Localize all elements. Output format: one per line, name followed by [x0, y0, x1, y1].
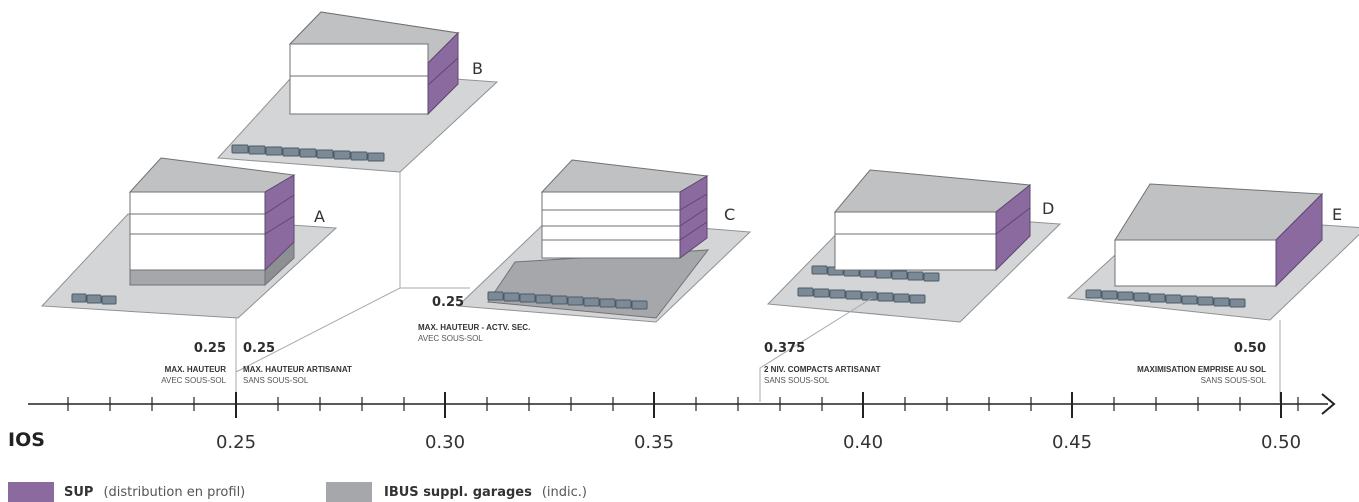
- building-c: C: [456, 159, 752, 323]
- sup-face-a: [264, 174, 295, 272]
- value-b: 0.25: [243, 341, 275, 356]
- sup-face-d: [995, 183, 1031, 272]
- caption-e-1: MAXIMISATION EMPRISE AU SOL: [1137, 365, 1266, 374]
- legend-sup-bold: SUP: [64, 485, 93, 500]
- roof-c: [540, 159, 709, 193]
- value-c: 0.25: [432, 295, 464, 310]
- legend-swatch-sup: [8, 482, 54, 502]
- legend-label-sup: SUP (distribution en profil): [64, 483, 245, 500]
- building-b: B: [216, 11, 499, 173]
- annotation-b: 0.25 MAX. HAUTEUR ARTISANAT SANS SOUS-SO…: [243, 341, 352, 385]
- floor-b-1: [289, 43, 429, 77]
- parking-row-e: [1085, 289, 1246, 308]
- tick-label: 0.25: [216, 432, 256, 453]
- caption-a-1: MAX. HAUTEUR: [165, 365, 227, 374]
- sup-face-e: [1275, 192, 1323, 288]
- value-e: 0.50: [1234, 341, 1266, 356]
- legend-ibus-bold: IBUS suppl. garages: [384, 485, 532, 500]
- letter-b: B: [472, 59, 483, 78]
- letter-a: A: [314, 207, 325, 226]
- annotation-c: 0.25 MAX. HAUTEUR - ACTV. SEC. AVEC SOUS…: [418, 295, 530, 343]
- value-d: 0.375: [764, 341, 805, 356]
- letter-d: D: [1042, 199, 1054, 218]
- letter-e: E: [1332, 205, 1342, 224]
- letter-c: C: [724, 205, 735, 224]
- building-d: D: [766, 169, 1062, 323]
- axis-arrow-icon: [1321, 393, 1336, 415]
- legend-swatch-ibus: [326, 482, 372, 502]
- parking-row-a: [71, 293, 117, 305]
- ios-axis: IOS 0.25 0.30 0.35 0.40 0.45 0.50: [8, 392, 1336, 453]
- sup-face-b: [427, 31, 459, 116]
- tick-label: 0.50: [1261, 432, 1301, 453]
- value-a: 0.25: [194, 341, 226, 356]
- annotation-e: 0.50 MAXIMISATION EMPRISE AU SOL SANS SO…: [1137, 341, 1266, 385]
- legend-ibus-rest: (indic.): [542, 485, 587, 500]
- building-e: E: [1066, 183, 1359, 321]
- leader-lines: [235, 172, 1281, 402]
- roof-d: [833, 169, 1032, 213]
- tick-label: 0.40: [843, 432, 883, 453]
- minor-ticks: [67, 397, 1299, 411]
- legend: SUP (distribution en profil) IBUS suppl.…: [8, 482, 587, 502]
- caption-e-2: SANS SOUS-SOL: [1201, 376, 1267, 385]
- tick-label: 0.30: [425, 432, 465, 453]
- tick-label: 0.35: [634, 432, 674, 453]
- caption-d-2: SANS SOUS-SOL: [764, 376, 830, 385]
- caption-c-2: AVEC SOUS-SOL: [418, 334, 483, 343]
- annotation-a: 0.25 MAX. HAUTEUR AVEC SOUS-SOL: [161, 341, 226, 385]
- caption-a-2: AVEC SOUS-SOL: [161, 376, 226, 385]
- caption-c-1: MAX. HAUTEUR - ACTV. SEC.: [418, 323, 530, 332]
- parking-row-b: [231, 144, 385, 162]
- caption-b-1: MAX. HAUTEUR ARTISANAT: [243, 365, 352, 374]
- caption-b-2: SANS SOUS-SOL: [243, 376, 309, 385]
- roof-a: [128, 157, 296, 193]
- axis-name: IOS: [8, 429, 45, 451]
- floor-b-2: [289, 75, 429, 115]
- annotation-d: 0.375 2 NIV. COMPACTS ARTISANAT SANS SOU…: [764, 341, 881, 385]
- legend-sup-rest: (distribution en profil): [103, 485, 245, 500]
- legend-label-ibus: IBUS suppl. garages (indic.): [384, 483, 587, 500]
- parking-row-c: [487, 291, 648, 310]
- building-a: SOUS-SOL A: [40, 157, 338, 319]
- major-ticks: [235, 392, 1282, 418]
- caption-d-1: 2 NIV. COMPACTS ARTISANAT: [764, 365, 881, 374]
- tick-label: 0.45: [1052, 432, 1092, 453]
